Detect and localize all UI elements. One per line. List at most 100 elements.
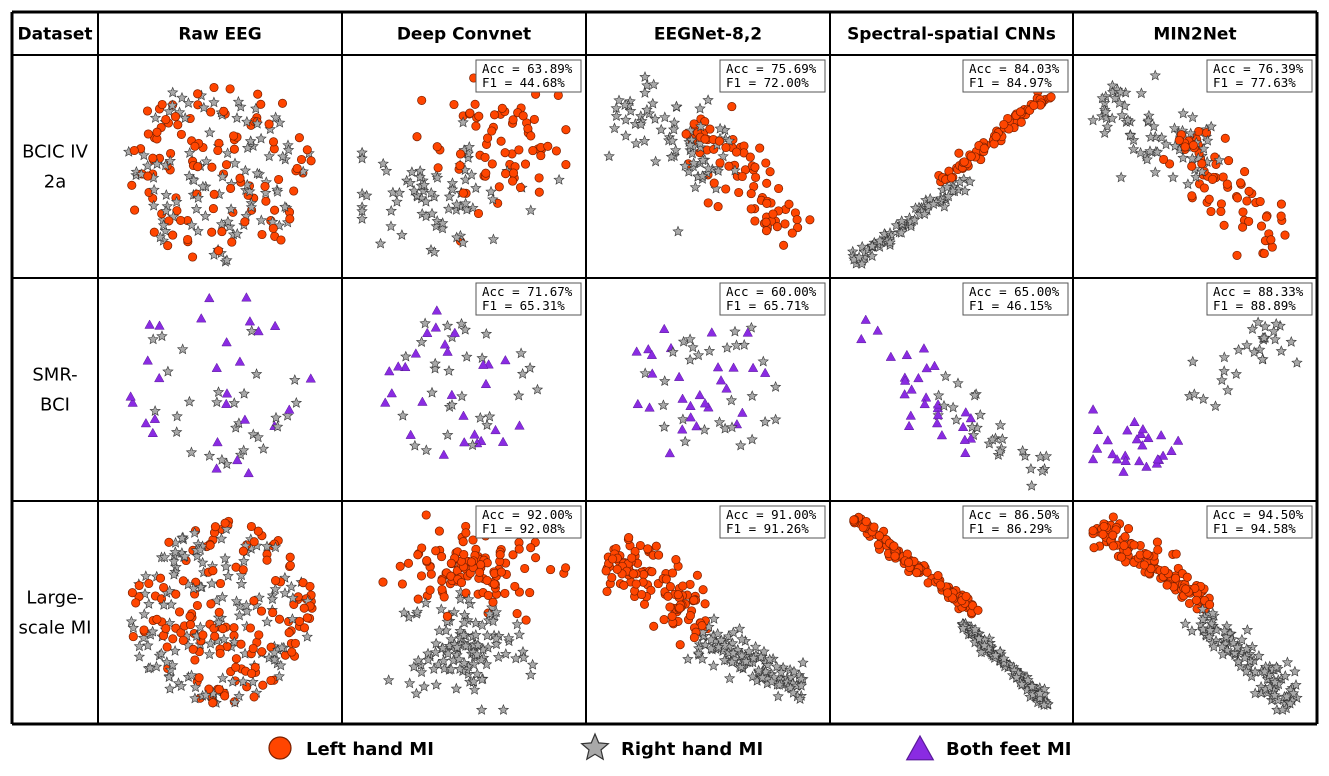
point-left-hand — [520, 563, 530, 574]
point-left-hand — [144, 578, 154, 589]
point-left-hand — [1218, 172, 1228, 182]
point-right-hand — [397, 409, 409, 421]
point-left-hand — [206, 599, 216, 609]
point-right-hand — [1269, 333, 1281, 345]
point-left-hand — [612, 564, 622, 574]
point-right-hand — [771, 660, 783, 672]
legend-item-left: Left hand MI — [268, 736, 434, 760]
point-right-hand — [1246, 323, 1259, 335]
point-both-feet — [1102, 435, 1113, 445]
point-left-hand — [474, 111, 484, 121]
row-label-line: Large- — [26, 588, 83, 609]
point-right-hand — [142, 639, 154, 651]
point-left-hand — [205, 540, 215, 550]
metric-box — [1206, 282, 1313, 316]
point-right-hand — [649, 155, 662, 167]
point-right-hand — [684, 333, 696, 345]
point-left-hand — [1232, 193, 1243, 203]
point-right-hand — [613, 94, 625, 106]
point-right-hand — [387, 186, 399, 198]
point-right-hand — [866, 250, 878, 262]
point-left-hand — [173, 120, 183, 130]
point-right-hand — [1216, 374, 1228, 386]
point-right-hand — [954, 176, 966, 188]
point-right-hand — [408, 184, 420, 196]
point-right-hand — [908, 214, 921, 225]
point-left-hand — [178, 635, 188, 645]
point-right-hand — [238, 555, 250, 567]
metric-acc: Acc = 76.39% — [1213, 61, 1304, 76]
point-right-hand — [1160, 138, 1172, 150]
point-right-hand — [463, 593, 475, 605]
point-left-hand — [999, 119, 1009, 130]
point-both-feet — [960, 407, 971, 417]
point-left-hand — [643, 544, 653, 554]
point-left-hand — [226, 183, 236, 193]
point-right-hand — [412, 654, 425, 666]
point-right-hand — [655, 123, 667, 135]
point-left-hand — [1108, 512, 1118, 522]
point-right-hand — [157, 219, 170, 231]
point-right-hand — [918, 208, 931, 220]
point-right-hand — [1145, 131, 1157, 143]
point-right-hand — [461, 203, 473, 215]
point-left-hand — [183, 234, 193, 245]
point-right-hand — [659, 111, 671, 123]
point-left-hand — [874, 531, 884, 541]
point-right-hand — [138, 608, 150, 620]
point-left-hand — [521, 615, 531, 625]
point-left-hand — [207, 227, 217, 237]
point-right-hand — [1279, 670, 1291, 681]
point-right-hand — [150, 660, 163, 672]
point-left-hand — [131, 598, 141, 608]
point-right-hand — [692, 647, 705, 659]
point-both-feet — [885, 351, 897, 361]
point-right-hand — [450, 682, 463, 694]
point-right-hand — [360, 189, 373, 201]
point-left-hand — [417, 543, 427, 553]
point-left-hand — [1259, 248, 1269, 259]
point-right-hand — [766, 675, 778, 687]
point-right-hand — [526, 658, 539, 670]
point-both-feet — [721, 383, 732, 393]
point-right-hand — [756, 671, 769, 683]
point-right-hand — [250, 368, 263, 380]
point-right-hand — [677, 413, 689, 425]
point-right-hand — [1270, 661, 1283, 673]
point-right-hand — [261, 615, 273, 627]
point-right-hand — [1179, 617, 1192, 629]
point-left-hand — [675, 640, 685, 650]
point-left-hand — [520, 159, 531, 169]
point-left-hand — [713, 202, 723, 212]
point-right-hand — [235, 578, 248, 589]
point-right-hand — [1149, 69, 1161, 81]
point-right-hand — [727, 626, 740, 638]
point-right-hand — [459, 197, 472, 209]
point-right-hand — [531, 383, 544, 395]
point-both-feet — [1087, 404, 1099, 414]
point-right-hand — [1115, 171, 1127, 183]
point-right-hand — [470, 629, 482, 640]
point-left-hand — [551, 146, 561, 156]
point-left-hand — [494, 182, 504, 192]
metric-acc: Acc = 60.00% — [726, 284, 817, 299]
point-right-hand — [969, 623, 981, 635]
point-right-hand — [441, 319, 454, 331]
point-right-hand — [947, 401, 959, 413]
point-left-hand — [159, 582, 169, 593]
point-left-hand — [198, 630, 208, 640]
point-right-hand — [524, 362, 536, 373]
scatter-panel: Acc = 92.00%F1 = 92.08% — [378, 505, 582, 715]
point-left-hand — [601, 566, 611, 576]
point-right-hand — [788, 665, 800, 677]
point-left-hand — [285, 552, 295, 562]
point-right-hand — [151, 158, 163, 169]
point-right-hand — [639, 71, 651, 82]
point-right-hand — [1241, 339, 1253, 351]
point-left-hand — [302, 613, 312, 623]
point-left-hand — [697, 621, 707, 631]
point-left-hand — [529, 114, 539, 124]
point-right-hand — [1241, 624, 1254, 635]
scatter-panel — [125, 516, 317, 708]
point-right-hand — [279, 587, 291, 599]
